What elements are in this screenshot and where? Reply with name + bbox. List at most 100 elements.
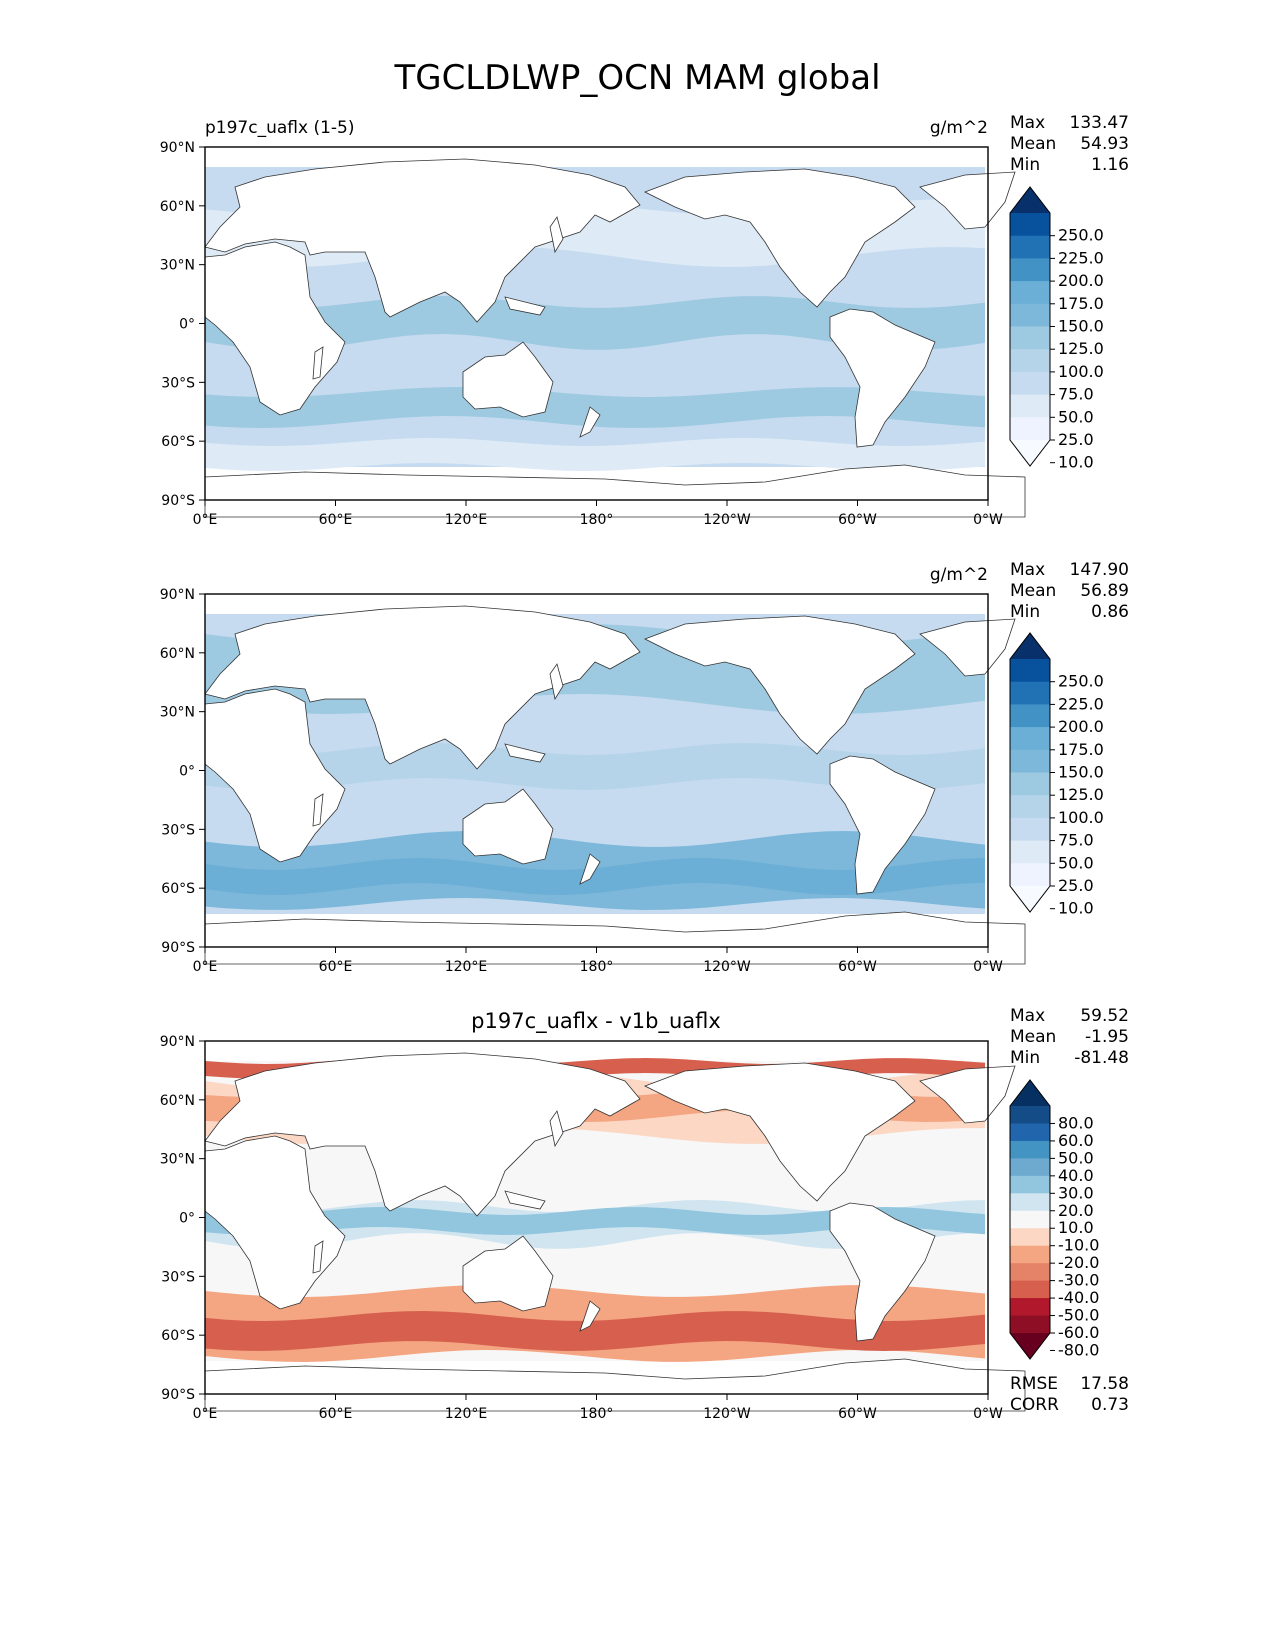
svg-text:Mean: Mean	[1010, 134, 1056, 154]
colorbar-label: 125.0	[1058, 339, 1104, 358]
svg-text:Max: Max	[1010, 113, 1045, 133]
svg-text:133.47: 133.47	[1070, 113, 1129, 133]
colorbar-label: 25.0	[1058, 430, 1094, 449]
colorbar-label: 40.0	[1058, 1166, 1094, 1185]
lat-tick-label: 30°N	[160, 258, 195, 274]
colorbar-segment	[1010, 1123, 1050, 1142]
colorbar-segment	[1010, 394, 1050, 418]
colorbar-extend-max	[1010, 1080, 1050, 1106]
colorbar-segment	[1010, 281, 1050, 305]
colorbar-segment	[1010, 349, 1050, 373]
colorbar-label: -20.0	[1058, 1253, 1099, 1272]
svg-text:56.89: 56.89	[1080, 581, 1129, 601]
contour-band	[205, 387, 985, 428]
panel-difference-map	[204, 1040, 1026, 1412]
colorbar-segment	[1010, 727, 1050, 751]
colorbar-label: -50.0	[1058, 1306, 1099, 1325]
colorbar-segment	[1010, 1106, 1050, 1124]
colorbar-label: 10.0	[1058, 453, 1094, 472]
colorbar-label: 200.0	[1058, 271, 1104, 290]
colorbar-segment	[1010, 863, 1050, 887]
colorbar-segment	[1010, 258, 1050, 282]
colorbar-label: 125.0	[1058, 785, 1104, 804]
lon-tick-label: 0°E	[193, 1406, 218, 1422]
lon-tick-label: 60°E	[319, 512, 353, 528]
lat-tick-label: 30°N	[160, 705, 195, 721]
colorbar-extend-min	[1010, 886, 1050, 912]
lat-tick-label: 30°S	[161, 375, 195, 391]
colorbar-label: 10.0	[1058, 899, 1094, 918]
lat-tick-label: 90°N	[160, 140, 195, 156]
svg-text:-1.95: -1.95	[1085, 1027, 1129, 1047]
lat-tick-label: 90°N	[160, 587, 195, 603]
lat-tick-label: 90°S	[161, 1387, 195, 1403]
lon-tick-label: 0°W	[973, 1406, 1003, 1422]
lat-tick-label: 90°N	[160, 1034, 195, 1050]
contour-band	[205, 438, 985, 471]
colorbar-label: 250.0	[1058, 226, 1104, 245]
panel-test-title: p197c_uaflx (1-5)	[205, 118, 354, 138]
colorbar-extend-max	[1010, 187, 1050, 213]
contour-band	[205, 858, 985, 895]
colorbar-label: 80.0	[1058, 1113, 1094, 1132]
colorbar-segment	[1010, 1175, 1050, 1194]
colorbar-label: 75.0	[1058, 831, 1094, 850]
svg-text:Max: Max	[1010, 1006, 1045, 1026]
lon-tick-label: 120°E	[445, 1406, 488, 1422]
colorbar-label: 150.0	[1058, 317, 1104, 336]
panel-test-map	[204, 146, 1026, 518]
lon-tick-label: 0°E	[193, 959, 218, 975]
colorbar-segment	[1010, 1158, 1050, 1177]
colorbar-extend-min	[1010, 440, 1050, 466]
lon-tick-label: 60°W	[838, 1406, 877, 1422]
lon-tick-label: 120°E	[445, 959, 488, 975]
colorbar-label: 250.0	[1058, 672, 1104, 691]
svg-text:-81.48: -81.48	[1074, 1048, 1129, 1068]
lat-tick-label: 60°S	[161, 434, 195, 450]
lon-tick-label: 60°W	[838, 512, 877, 528]
colorbar-label: 25.0	[1058, 876, 1094, 895]
lat-tick-label: 30°S	[161, 1269, 195, 1285]
lon-tick-label: 0°E	[193, 512, 218, 528]
panel-test-units: g/m^2	[930, 118, 988, 138]
colorbar-label: 75.0	[1058, 385, 1094, 404]
colorbar-segment	[1010, 213, 1050, 237]
colorbar-segment	[1010, 1298, 1050, 1317]
colorbar-label: 200.0	[1058, 717, 1104, 736]
colorbar-label: 100.0	[1058, 362, 1104, 381]
stats-reference: Max Mean Min 147.90 56.89 0.86	[1010, 560, 1129, 622]
lat-tick-label: 60°N	[160, 199, 195, 215]
colorbar-segment	[1010, 235, 1050, 259]
lon-tick-label: 180°	[580, 512, 614, 528]
svg-text:54.93: 54.93	[1080, 134, 1129, 154]
svg-text:RMSE: RMSE	[1010, 1374, 1058, 1394]
lat-tick-label: 0°	[179, 1211, 195, 1227]
colorbar-segment	[1010, 1210, 1050, 1229]
colorbar-label: 100.0	[1058, 808, 1104, 827]
stats-difference: Max Mean Min 59.52 -1.95 -81.48	[1010, 1006, 1129, 1068]
lon-tick-label: 60°W	[838, 959, 877, 975]
lon-tick-label: 120°W	[703, 959, 751, 975]
colorbar-label: -80.0	[1058, 1340, 1099, 1359]
svg-text:1.16: 1.16	[1091, 155, 1129, 175]
colorbar-extend-min	[1010, 1333, 1050, 1359]
colorbar-label: 150.0	[1058, 763, 1104, 782]
colorbar-label: -30.0	[1058, 1271, 1099, 1290]
colorbar-test: 250.0 225.0 200.0 175.0 150.0 125.0 100.0 75.0 5…	[1009, 186, 1104, 472]
panel-reference-units: g/m^2	[930, 565, 988, 585]
lon-tick-label: 60°E	[319, 1406, 353, 1422]
contour-band	[205, 1311, 985, 1351]
contour-band	[205, 1207, 985, 1235]
panel-reference-map	[204, 593, 1026, 965]
colorbar-label: -60.0	[1058, 1323, 1099, 1342]
colorbar-reference: 250.0 225.0 200.0 175.0 150.0 125.0 100.0 75.0 5…	[1009, 632, 1104, 918]
colorbar-segment	[1010, 1263, 1050, 1282]
colorbar-segment	[1010, 1193, 1050, 1212]
lat-tick-label: 90°S	[161, 493, 195, 509]
lon-tick-label: 120°E	[445, 512, 488, 528]
colorbar-segment	[1010, 659, 1050, 683]
colorbar-segment	[1010, 1280, 1050, 1299]
svg-text:Mean: Mean	[1010, 1027, 1056, 1047]
colorbar-label: 20.0	[1058, 1201, 1094, 1220]
